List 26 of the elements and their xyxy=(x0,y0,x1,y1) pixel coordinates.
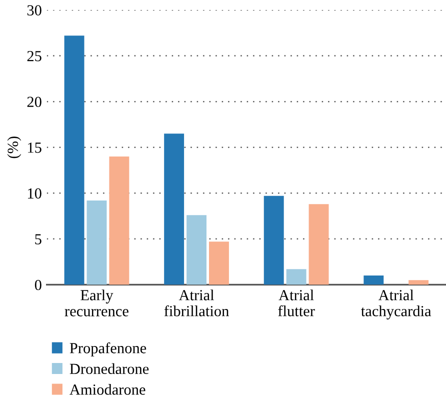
y-axis-title: (%) xyxy=(7,136,22,158)
y-tick-label: 20 xyxy=(27,96,42,108)
y-tick-label: 0 xyxy=(34,280,42,290)
bar xyxy=(64,36,84,285)
bar xyxy=(186,215,206,285)
bar xyxy=(86,200,107,285)
bar xyxy=(164,134,184,285)
x-tick-label: Atrial flutter xyxy=(278,290,315,316)
x-tick-label: Atrial fibrillation xyxy=(164,290,229,316)
bar xyxy=(286,269,306,285)
legend-label: Dronedarone xyxy=(70,363,149,374)
y-tick-label: 15 xyxy=(28,142,42,153)
y-tick-label: 30 xyxy=(27,5,42,16)
bar xyxy=(364,276,384,285)
legend-label: Propafenone xyxy=(70,342,146,356)
y-tick-label: 25 xyxy=(27,50,42,62)
bar xyxy=(264,196,284,285)
bar xyxy=(308,204,329,285)
bar xyxy=(109,156,130,285)
x-tick-label: Atrial tachycardia xyxy=(361,290,432,320)
bar xyxy=(208,242,229,285)
bar xyxy=(408,280,429,285)
y-tick-label: 10 xyxy=(28,188,42,199)
y-tick-label: 5 xyxy=(35,234,42,244)
x-tick-label: Early recurrence xyxy=(64,290,128,316)
legend-label: Amiodarone xyxy=(70,384,146,395)
